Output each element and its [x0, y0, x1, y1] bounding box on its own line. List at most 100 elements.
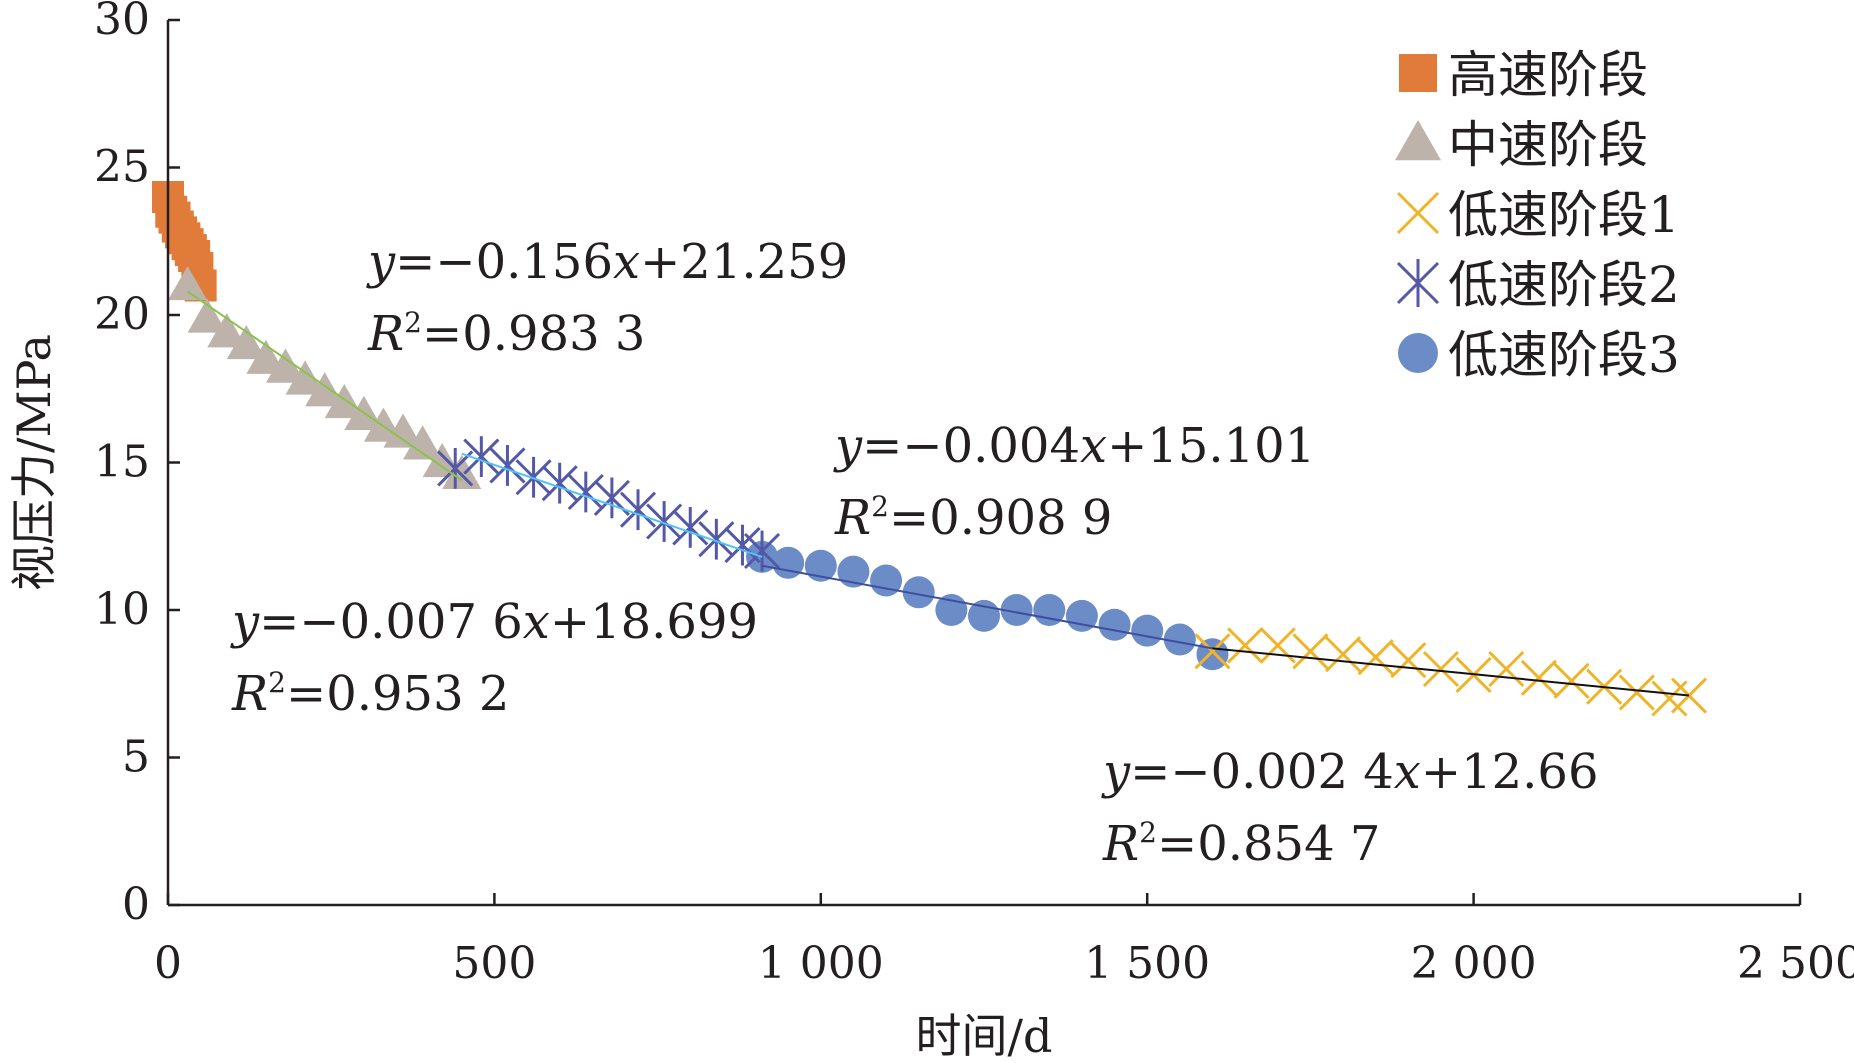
regression-annotation-4: y=−0.002 4x+12.66 R2=0.854 7	[1101, 744, 1599, 872]
data-point	[1000, 594, 1033, 626]
legend-marker	[1395, 120, 1441, 161]
data-point	[1422, 650, 1460, 688]
data-point	[593, 477, 630, 519]
series-1	[152, 181, 217, 302]
regression-equation: y=−0.002 4x+12.66	[1101, 744, 1599, 800]
data-point	[1033, 594, 1066, 626]
y-tick-label: 20	[94, 289, 150, 340]
data-point	[265, 348, 306, 383]
y-axis-title: 视压力/MPa	[7, 334, 61, 591]
data-point	[285, 360, 325, 395]
legend-item-5: 低速阶段3	[1398, 326, 1680, 384]
y-tick-label: 5	[122, 732, 150, 783]
legend-item-1: 高速阶段	[1399, 46, 1648, 104]
data-point	[902, 576, 935, 609]
regression-annotation-3: y=−0.007 6x+18.699 R2=0.953 2	[230, 594, 758, 722]
data-point	[672, 507, 709, 548]
data-point	[1520, 659, 1557, 696]
r-squared: R2=0.953 2	[231, 666, 509, 722]
data-point	[837, 555, 870, 588]
data-point	[187, 298, 227, 333]
plot-area	[152, 181, 1708, 717]
trend-line-2	[461, 452, 763, 558]
y-tick-label: 25	[94, 142, 150, 193]
data-point	[1324, 636, 1362, 673]
data-point	[383, 413, 423, 448]
regression-annotation-1: y=−0.156x+21.259 R2=0.983 3	[366, 234, 848, 362]
x-tick-label: 2 000	[1411, 938, 1537, 989]
legend-label: 低速阶段2	[1448, 256, 1680, 314]
data-point	[743, 530, 781, 572]
x-tick-label: 500	[452, 938, 536, 989]
data-point	[207, 313, 247, 348]
data-point	[168, 265, 208, 301]
data-point	[226, 324, 266, 360]
x-tick-label: 0	[154, 938, 182, 989]
data-point	[1163, 623, 1196, 656]
annotations: y=−0.156x+21.259 R2=0.983 3 y=−0.004x+15.1…	[230, 234, 1599, 872]
data-point	[1292, 633, 1329, 670]
r-squared: R2=0.908 9	[834, 490, 1112, 546]
data-point	[772, 546, 805, 579]
x-axis-title: 时间/d	[916, 1009, 1053, 1063]
data-point	[437, 448, 474, 489]
legend-item-2: 中速阶段	[1395, 116, 1648, 174]
legend-item-4: 低速阶段2	[1396, 256, 1680, 314]
data-point	[567, 471, 604, 513]
data-point	[1131, 614, 1164, 647]
trend-line-1	[187, 290, 463, 482]
series-5	[746, 540, 1229, 671]
data-point	[1259, 627, 1296, 664]
data-point	[1390, 642, 1427, 679]
x-tick-label: 1 000	[758, 938, 884, 989]
legend-marker	[1396, 259, 1440, 307]
legend-item-3: 低速阶段1	[1396, 186, 1680, 244]
legend-marker	[1398, 333, 1438, 373]
r-squared: R2=0.983 3	[367, 306, 645, 362]
data-point	[1196, 638, 1229, 671]
data-point	[1357, 639, 1394, 676]
data-point	[619, 489, 657, 531]
data-point	[1194, 633, 1231, 670]
series-2	[168, 265, 482, 489]
axes: 0 500 1 000 1 500 2 000 2 500 0 5 10 15 20 25 30 时间/d…	[7, 0, 1854, 1063]
data-point	[324, 383, 364, 419]
legend-marker	[1396, 191, 1440, 235]
y-tick-label: 10	[94, 584, 150, 635]
trend-line-4	[1212, 647, 1690, 697]
regression-annotation-2: y=−0.004x+15.101 R2=0.908 9	[833, 418, 1315, 546]
legend-label: 低速阶段3	[1448, 326, 1680, 384]
legend-label: 低速阶段1	[1448, 186, 1680, 244]
y-tick-label: 15	[94, 437, 150, 488]
data-point	[1098, 608, 1131, 641]
y-tick-label: 0	[122, 879, 150, 930]
data-point	[1227, 627, 1264, 664]
regression-equation: y=−0.007 6x+18.699	[230, 594, 758, 650]
data-point	[1553, 662, 1590, 699]
data-point	[1618, 674, 1655, 711]
data-point	[515, 456, 552, 498]
data-point	[870, 564, 903, 597]
regression-equation: y=−0.156x+21.259	[366, 234, 848, 290]
trend-line-3	[761, 564, 1213, 650]
y-tick-label: 30	[94, 0, 150, 45]
data-point	[422, 442, 462, 478]
data-point	[1488, 650, 1525, 688]
data-point	[463, 436, 500, 477]
data-point	[305, 372, 345, 407]
legend-marker	[1399, 54, 1437, 92]
data-point	[442, 454, 482, 489]
data-point	[489, 445, 526, 486]
data-point	[646, 501, 683, 542]
legend-label: 中速阶段	[1448, 116, 1648, 174]
data-point	[246, 339, 286, 374]
data-point	[403, 425, 443, 460]
data-point	[804, 549, 837, 582]
x-tick-label: 1 500	[1084, 938, 1210, 989]
x-tick-label: 2 500	[1737, 938, 1854, 989]
data-point	[724, 524, 761, 566]
regression-equation: y=−0.004x+15.101	[833, 418, 1315, 474]
legend-label: 高速阶段	[1448, 46, 1648, 104]
